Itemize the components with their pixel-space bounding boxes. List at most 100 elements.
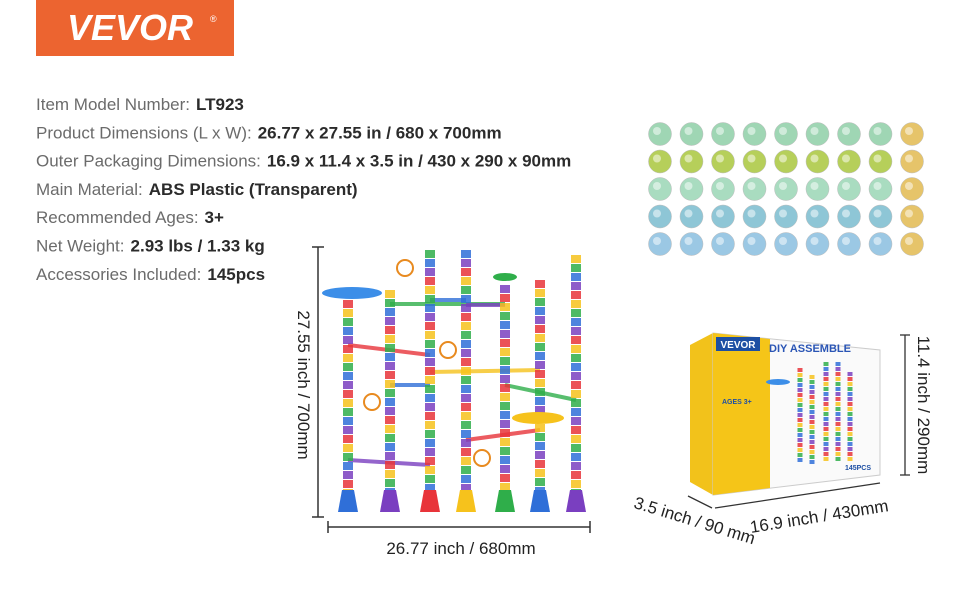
tube-segment [797, 383, 803, 387]
marble [774, 122, 798, 146]
tube-segment [500, 483, 510, 491]
marble-shine [842, 237, 850, 245]
tube-segment [343, 444, 353, 452]
height-label: 27.55 inch / 700mm [294, 310, 313, 459]
tube-segment [823, 362, 829, 366]
tube-segment [809, 440, 815, 444]
marble [805, 177, 830, 201]
tube-segment [535, 433, 545, 441]
tube-segment [571, 444, 581, 452]
tube-segment [500, 348, 510, 356]
tube-segment [571, 453, 581, 461]
marble [900, 149, 924, 174]
tube-segment [343, 417, 353, 425]
tube-segment [425, 259, 435, 267]
tube-segment [571, 462, 581, 470]
tube-segment [385, 434, 395, 442]
tube-segment [425, 385, 435, 393]
tube-segment [425, 349, 435, 357]
tube-segment [835, 412, 841, 416]
marble-shine [842, 182, 850, 190]
tube-segment [385, 416, 395, 424]
tube-segment [823, 447, 829, 451]
spec-value: ABS Plastic (Transparent) [149, 180, 358, 199]
marble-shine [905, 127, 913, 135]
marble-shine [653, 237, 661, 245]
tube-segment [425, 367, 435, 375]
tube-segment [809, 380, 815, 384]
marble [774, 177, 798, 201]
marble [711, 204, 735, 229]
marble-shine [779, 154, 787, 163]
tube-segment [425, 340, 435, 348]
tube-segment [797, 453, 803, 457]
tube-segment [535, 424, 545, 432]
box-height-label: 11.4 inch / 290mm [914, 336, 933, 475]
tube-segment [535, 397, 545, 405]
spec-value: 145pcs [207, 265, 265, 284]
wheel [363, 393, 381, 411]
tube-segment [847, 432, 853, 436]
tube-segment [571, 381, 581, 389]
marble [868, 204, 893, 229]
tube-segment [571, 255, 581, 263]
tube-segment [571, 408, 581, 416]
marble-shine [779, 182, 787, 190]
tube-segment [461, 322, 471, 330]
tube-segment [809, 410, 815, 414]
tube-segment [343, 408, 353, 416]
box-brand: VEVOR [720, 340, 756, 351]
tube-segment [809, 445, 815, 449]
tube-segment [797, 423, 803, 427]
tube-segment [835, 427, 841, 431]
marble-shine [842, 154, 850, 163]
marble-shine [810, 154, 819, 163]
marble-shine [716, 182, 724, 190]
tube-segment [425, 304, 435, 312]
tube-segment [461, 277, 471, 285]
funnel [493, 273, 517, 281]
spec-line: Recommended Ages: 3+ [36, 208, 224, 227]
tube-segment [535, 343, 545, 351]
marble [837, 149, 861, 174]
tube-segment [809, 425, 815, 429]
tube-segment [425, 394, 435, 402]
marble [837, 232, 861, 256]
tube-segment [835, 417, 841, 421]
box-title: DIY ASSEMBLE [769, 343, 851, 355]
tube-segment [835, 392, 841, 396]
spec-label: Accessories Included: [36, 265, 201, 284]
marble [868, 149, 893, 174]
spec-line: Accessories Included: 145pcs [36, 265, 265, 284]
spec-line: Product Dimensions (L x W): 26.77 x 27.55… [36, 123, 502, 142]
tube-segment [461, 313, 471, 321]
tube-segment [835, 452, 841, 456]
tube-segment [461, 466, 471, 474]
spec-label: Outer Packaging Dimensions: [36, 152, 261, 171]
tube-segment [847, 437, 853, 441]
foot [530, 490, 550, 512]
marble [742, 204, 767, 229]
marble-shine [905, 237, 913, 245]
foot [456, 490, 476, 512]
tube-segment [385, 407, 395, 415]
marble-shine [716, 127, 724, 135]
tube-segment [797, 418, 803, 422]
tube-segment [823, 367, 829, 371]
tube-segment [809, 395, 815, 399]
tube-segment [847, 417, 853, 421]
marble [648, 177, 672, 201]
tube-segment [385, 317, 395, 325]
marble-shine [653, 182, 661, 190]
tube-segment [797, 378, 803, 382]
tube-segment [343, 435, 353, 443]
tube-segment [809, 400, 815, 404]
tube-segment [835, 422, 841, 426]
tube-segment [425, 331, 435, 339]
foot [420, 490, 440, 512]
marble-shine [716, 154, 724, 163]
wheel [473, 449, 491, 467]
tube-segment [535, 451, 545, 459]
tube-segment [461, 367, 471, 375]
